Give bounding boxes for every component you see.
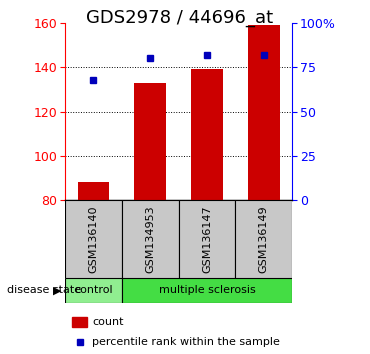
Text: GSM136149: GSM136149 [259, 205, 269, 273]
FancyBboxPatch shape [65, 200, 122, 278]
Text: GSM134953: GSM134953 [145, 205, 155, 273]
Text: GSM136140: GSM136140 [88, 205, 98, 273]
Text: GDS2978 / 44696_at: GDS2978 / 44696_at [86, 9, 273, 27]
Text: multiple sclerosis: multiple sclerosis [159, 285, 255, 295]
FancyBboxPatch shape [179, 200, 235, 278]
Bar [78, 182, 109, 200]
FancyBboxPatch shape [65, 278, 122, 303]
Text: ▶: ▶ [53, 285, 61, 295]
Text: disease state: disease state [7, 285, 81, 295]
Text: GSM136147: GSM136147 [202, 205, 212, 273]
Bar [248, 25, 279, 200]
Bar [191, 69, 223, 200]
FancyBboxPatch shape [235, 200, 292, 278]
FancyBboxPatch shape [122, 200, 179, 278]
Text: percentile rank within the sample: percentile rank within the sample [92, 337, 280, 347]
FancyBboxPatch shape [122, 278, 292, 303]
Text: count: count [92, 317, 124, 327]
Text: control: control [74, 285, 112, 295]
Bar [134, 83, 166, 200]
